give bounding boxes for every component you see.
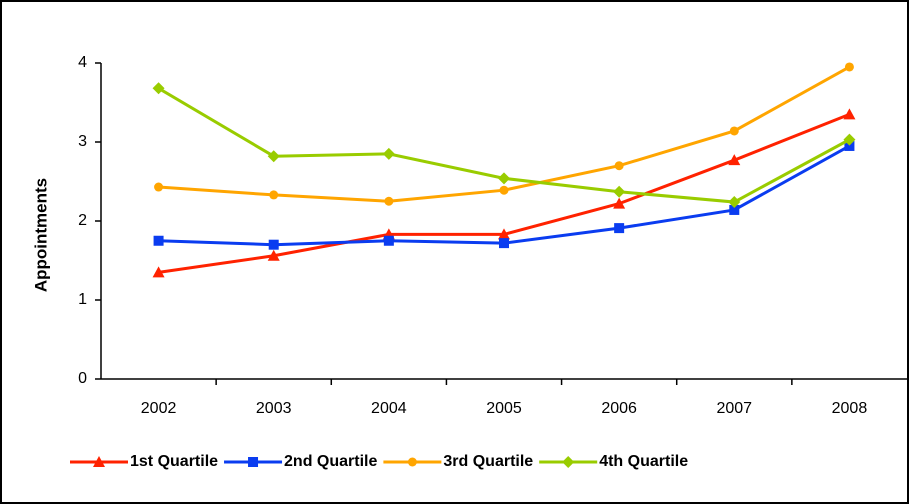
marker [153,235,164,246]
x-tick-label: 2004 [371,400,407,417]
y-tick-label: 2 [78,212,87,229]
x-tick-label: 2008 [832,400,868,417]
legend-marker [407,457,417,467]
legend-marker [562,456,575,468]
marker [384,196,394,206]
marker [613,197,626,209]
y-tick-label: 0 [78,370,87,387]
x-tick-label: 2003 [256,400,292,417]
marker [383,235,394,246]
y-axis-label: Appointments [31,178,50,292]
marker [614,161,624,171]
marker [614,223,625,234]
marker [499,185,509,195]
y-tick-label: 3 [78,133,87,150]
y-tick-label: 1 [78,291,87,308]
legend-label: 1st Quartile [130,453,218,470]
marker [267,249,280,261]
marker [728,154,741,166]
marker [844,140,855,151]
marker [843,108,856,120]
marker [728,196,741,209]
marker [729,204,740,215]
y-tick-label: 4 [78,54,87,71]
marker [154,182,164,192]
marker [498,228,510,240]
x-tick-label: 2006 [601,400,637,417]
marker [152,266,165,278]
marker [844,62,854,72]
marker [267,150,280,163]
x-tick-label: 2007 [716,400,752,417]
legend-label: 3rd Quartile [443,453,533,470]
x-tick-label: 2002 [141,400,177,417]
marker [729,126,739,136]
marker [499,238,509,249]
marker [613,185,626,198]
marker [269,190,279,200]
marker [152,82,165,95]
marker [268,239,279,250]
legend-label: 4th Quartile [599,453,688,470]
x-tick-label: 2005 [486,400,522,417]
marker [498,172,510,185]
marker [843,133,856,146]
legend-marker [248,457,259,467]
legend-marker [93,456,105,467]
legend-label: 2nd Quartile [284,453,377,470]
marker [382,147,395,160]
